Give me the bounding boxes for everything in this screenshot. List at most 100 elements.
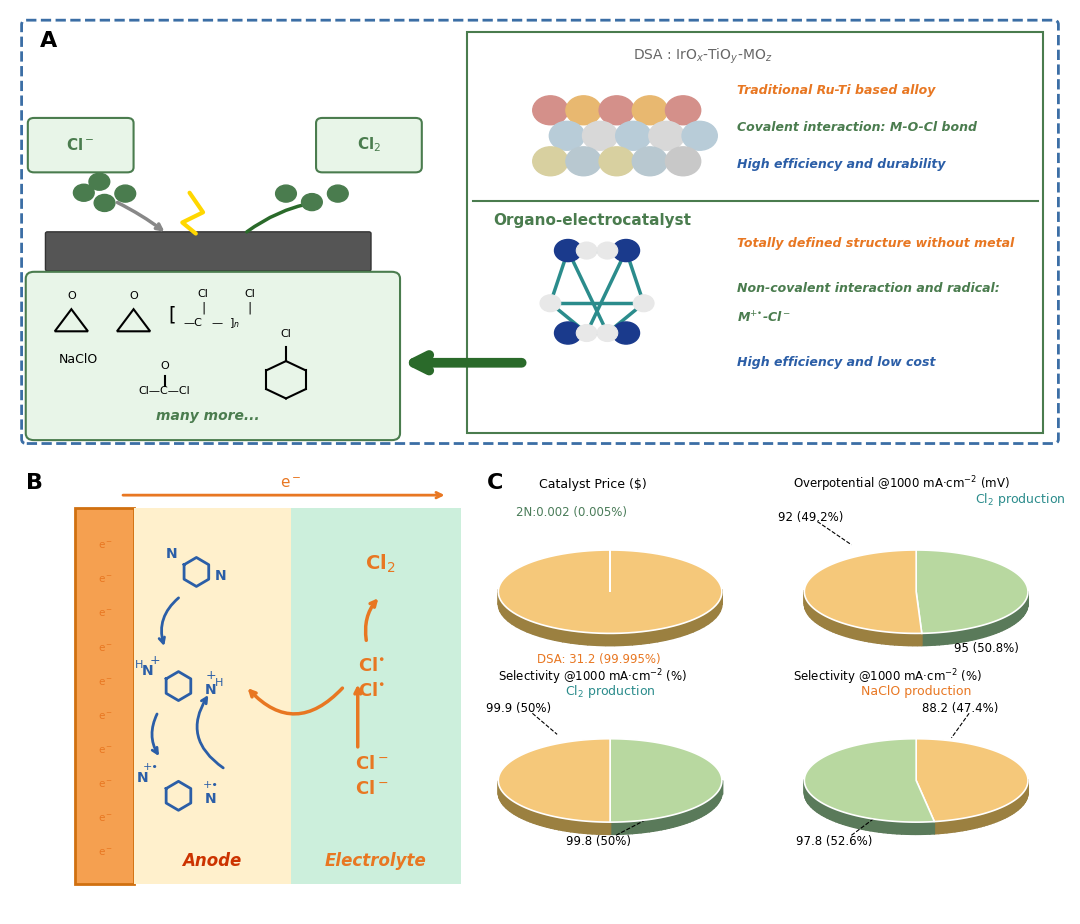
Polygon shape (1018, 796, 1020, 810)
Polygon shape (640, 820, 645, 833)
Polygon shape (579, 632, 588, 645)
Text: Cl$_2$ production: Cl$_2$ production (565, 683, 656, 699)
Polygon shape (1023, 602, 1024, 616)
Text: DSA : IrO$_x$-TiO$_y$-MO$_z$: DSA : IrO$_x$-TiO$_y$-MO$_z$ (633, 47, 772, 67)
Polygon shape (606, 633, 615, 646)
Text: +: + (205, 669, 216, 682)
Circle shape (532, 147, 568, 176)
Polygon shape (993, 621, 996, 635)
Text: e$^-$: e$^-$ (98, 608, 113, 619)
Text: N: N (205, 683, 217, 697)
Polygon shape (563, 629, 571, 643)
Circle shape (582, 121, 618, 151)
Circle shape (632, 96, 667, 125)
Polygon shape (500, 599, 502, 614)
Polygon shape (512, 612, 516, 626)
Polygon shape (810, 605, 812, 619)
Text: e$^-$: e$^-$ (98, 574, 113, 585)
Polygon shape (874, 630, 877, 643)
Polygon shape (714, 795, 716, 808)
Polygon shape (1018, 607, 1020, 621)
Polygon shape (827, 617, 831, 630)
Text: Cl: Cl (244, 289, 255, 299)
Polygon shape (673, 625, 680, 638)
Polygon shape (522, 617, 527, 632)
Text: Cl$^{•}$: Cl$^{•}$ (357, 657, 384, 675)
Circle shape (599, 147, 634, 176)
Polygon shape (713, 796, 714, 809)
Polygon shape (824, 804, 827, 818)
Text: Cl$_2$ production: Cl$_2$ production (975, 491, 1066, 508)
Polygon shape (1005, 805, 1008, 818)
Polygon shape (1022, 604, 1023, 618)
Text: many more...: many more... (157, 408, 260, 422)
Polygon shape (861, 628, 865, 641)
Circle shape (597, 242, 618, 259)
Circle shape (301, 194, 322, 211)
Polygon shape (862, 817, 866, 830)
Polygon shape (805, 751, 1028, 834)
Polygon shape (916, 822, 920, 834)
Polygon shape (809, 603, 810, 617)
Text: e$^-$: e$^-$ (98, 541, 113, 551)
Polygon shape (619, 821, 623, 834)
Polygon shape (827, 806, 829, 820)
Polygon shape (1023, 792, 1024, 806)
Polygon shape (524, 808, 527, 821)
Text: Traditional Ru-Ti based alloy: Traditional Ru-Ti based alloy (737, 84, 935, 97)
Polygon shape (627, 821, 632, 833)
Polygon shape (974, 815, 977, 829)
Polygon shape (623, 633, 632, 645)
Text: B: B (26, 473, 43, 493)
Polygon shape (980, 626, 983, 638)
Polygon shape (558, 818, 563, 831)
Text: +•: +• (143, 762, 159, 772)
Polygon shape (588, 633, 597, 645)
Polygon shape (498, 751, 721, 834)
Circle shape (597, 324, 618, 342)
Polygon shape (808, 792, 810, 806)
Polygon shape (853, 626, 858, 639)
Polygon shape (829, 807, 833, 821)
Polygon shape (610, 739, 721, 822)
Polygon shape (888, 821, 892, 833)
Polygon shape (649, 819, 653, 832)
Polygon shape (615, 822, 619, 834)
Text: |: | (201, 302, 205, 315)
Circle shape (554, 322, 581, 344)
Polygon shape (972, 627, 975, 640)
Polygon shape (934, 821, 939, 833)
Text: Cl$_2$: Cl$_2$ (356, 136, 381, 154)
Text: Cl: Cl (281, 329, 292, 339)
Polygon shape (508, 609, 512, 624)
Text: O: O (160, 360, 170, 371)
Polygon shape (892, 821, 897, 833)
Polygon shape (555, 628, 563, 642)
Polygon shape (812, 607, 813, 621)
Polygon shape (640, 631, 649, 644)
Text: NaClO: NaClO (59, 353, 98, 366)
Polygon shape (850, 814, 854, 827)
Polygon shape (930, 821, 934, 834)
Polygon shape (890, 632, 895, 645)
Polygon shape (502, 791, 503, 805)
Polygon shape (865, 629, 869, 642)
Polygon shape (944, 632, 947, 644)
Polygon shape (534, 810, 537, 824)
Text: A: A (40, 31, 57, 51)
Polygon shape (602, 822, 606, 834)
Polygon shape (699, 614, 704, 629)
Polygon shape (665, 626, 673, 640)
Polygon shape (583, 821, 588, 833)
Polygon shape (649, 629, 658, 643)
Polygon shape (975, 626, 980, 639)
Polygon shape (858, 627, 861, 640)
Circle shape (275, 185, 296, 202)
FancyBboxPatch shape (28, 118, 134, 173)
Polygon shape (1016, 609, 1018, 623)
Circle shape (554, 239, 581, 261)
Circle shape (649, 121, 684, 151)
Polygon shape (548, 626, 555, 640)
Circle shape (612, 239, 639, 261)
Polygon shape (996, 620, 999, 633)
